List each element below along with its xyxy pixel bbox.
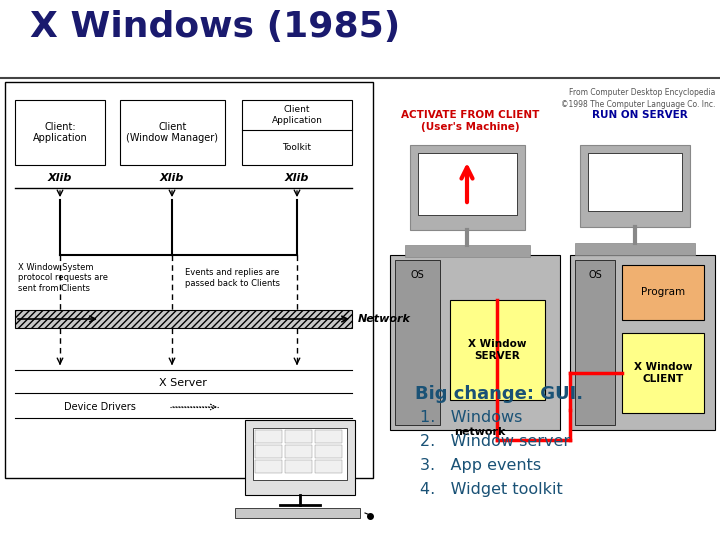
Text: X Windows (1985): X Windows (1985) [30, 10, 400, 44]
Bar [622, 333, 704, 413]
Bar [15, 310, 352, 328]
Bar [120, 100, 225, 165]
Bar [410, 145, 525, 230]
Text: OS: OS [588, 270, 602, 280]
Bar [253, 428, 347, 480]
Text: network: network [454, 427, 505, 437]
Bar [255, 445, 282, 458]
Text: Client
Application: Client Application [271, 105, 323, 125]
Text: From Computer Desktop Encyclopedia
©1998 The Computer Language Co. Inc.: From Computer Desktop Encyclopedia ©1998… [561, 88, 715, 109]
Text: Client
(Window Manager): Client (Window Manager) [127, 122, 218, 143]
Text: X Server: X Server [159, 378, 207, 388]
Bar [15, 100, 105, 165]
Text: OS: OS [410, 270, 424, 280]
Text: Big change: GUI.: Big change: GUI. [415, 385, 583, 403]
Bar [570, 255, 715, 430]
Bar [255, 430, 282, 443]
Text: Client:
Application: Client: Application [32, 122, 87, 143]
Bar [395, 260, 440, 425]
Bar [255, 460, 282, 473]
Bar [405, 245, 530, 257]
Bar [622, 265, 704, 320]
Bar [450, 300, 545, 400]
Text: X Window
CLIENT: X Window CLIENT [634, 362, 692, 384]
Bar [575, 243, 695, 255]
Text: RUN ON SERVER: RUN ON SERVER [592, 110, 688, 120]
Bar [588, 153, 682, 211]
Bar [418, 153, 517, 215]
Bar [315, 430, 342, 443]
Bar [390, 255, 560, 430]
Text: Events and replies are
passed back to Clients: Events and replies are passed back to Cl… [185, 268, 280, 288]
Text: 2.   Window server: 2. Window server [420, 434, 570, 449]
Text: Program: Program [641, 287, 685, 297]
Bar [235, 508, 360, 518]
Text: ACTIVATE FROM CLIENT
(User's Machine): ACTIVATE FROM CLIENT (User's Machine) [401, 110, 539, 132]
Text: 1.   Windows: 1. Windows [420, 410, 523, 425]
Text: X Window System
protocol requests are
sent from Clients: X Window System protocol requests are se… [18, 263, 108, 293]
Bar [245, 420, 355, 495]
Text: 4.   Widget toolkit: 4. Widget toolkit [420, 482, 563, 497]
Text: Device Drivers: Device Drivers [64, 402, 136, 412]
Bar [285, 430, 312, 443]
Text: Toolkit: Toolkit [282, 144, 312, 152]
Bar [285, 445, 312, 458]
Bar [315, 445, 342, 458]
Bar [285, 460, 312, 473]
Bar [5, 82, 373, 478]
Text: Xlib: Xlib [285, 173, 309, 183]
Text: X Window
SERVER: X Window SERVER [468, 339, 526, 361]
Bar [575, 260, 615, 425]
Bar [580, 145, 690, 227]
Text: Xlib: Xlib [160, 173, 184, 183]
Text: 3.   App events: 3. App events [420, 458, 541, 473]
Text: Xlib: Xlib [48, 173, 72, 183]
Text: Network: Network [358, 314, 411, 324]
Bar [242, 100, 352, 165]
Bar [315, 460, 342, 473]
